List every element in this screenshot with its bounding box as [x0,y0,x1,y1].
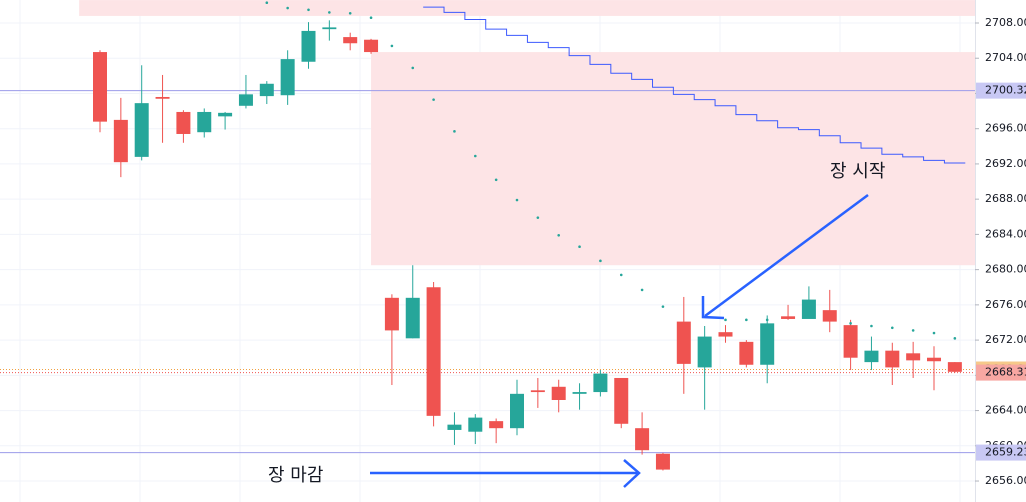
candle-body [468,417,483,432]
candle-body [822,310,837,322]
candle-body [343,37,358,44]
price-label-bg [976,364,1026,381]
zone [371,52,975,266]
indicator-dot [891,326,894,330]
zone [79,0,975,16]
indicator-dot [745,318,748,322]
annotation: 장 마감 [268,465,323,486]
step-line [423,6,966,164]
indicator-dot [724,318,727,322]
indicator-dot [536,216,540,219]
indicator-dot [390,44,394,48]
y-tick-label: 2672.00 [985,333,1026,346]
candle-body [781,316,796,319]
candle-body [301,30,316,62]
candle-body [572,392,587,394]
indicator-dot [307,8,310,12]
candle-body [530,390,545,393]
candle-body [447,424,462,430]
indicator-dot [348,12,352,15]
candle-body [885,350,900,368]
candle-body [405,297,420,339]
indicator-dot [432,98,435,101]
candle-body [551,386,566,400]
indicator-dot [286,6,289,10]
y-tick-label: 2684.00 [985,227,1026,240]
candle-body [426,287,441,416]
price-label: 2668.31 [985,366,1026,379]
indicator-dot [578,245,581,249]
candle-body [760,323,775,365]
y-tick-label: 2676.00 [985,298,1026,311]
candle-body [93,52,107,122]
candle-body [259,83,274,97]
candle-body [718,332,733,337]
indicator-dot [619,273,623,277]
y-tick-label: 2692.00 [985,157,1026,170]
candle-body [176,111,191,134]
candle-body [635,428,650,451]
y-tick-label: 2704.00 [985,51,1026,64]
y-tick-label: 2708.00 [985,16,1026,29]
candle-body [155,96,170,99]
indicator-dot [453,130,456,133]
candle-body [322,27,337,30]
candle-body [906,353,921,361]
indicator-dot [515,198,519,202]
candle-body [510,393,524,429]
price-label: 2700.32 [985,84,1026,97]
candle-body [947,362,962,372]
y-tick-label: 2656.00 [985,474,1026,487]
indicator-dot [849,322,852,325]
candle-body [655,453,670,470]
price-label: 2659.23 [985,446,1026,459]
indicator-dot [765,318,769,322]
indicator-dot [932,331,936,335]
indicator-dot [870,324,873,328]
indicator-dot [640,288,644,292]
candle-body [238,94,253,106]
indicator-dot [661,305,665,308]
candle-body [364,39,379,53]
indicator-dot [328,11,331,14]
candle-body [843,325,858,358]
candle-body [384,297,399,331]
y-tick-label: 2688.00 [985,192,1026,205]
price-label-bg [976,444,1026,461]
candle-body [489,421,504,429]
arrow-head [701,296,725,320]
indicator-dot [369,16,373,20]
annotation-arrow [704,193,869,318]
candle-body [218,112,233,117]
indicator-dot [494,178,498,182]
candle-body [739,341,754,365]
indicator-dot [557,233,560,237]
y-tick-label: 2664.00 [985,404,1026,417]
candle-body [280,59,295,96]
candle-body [614,377,629,424]
indicator-dot [411,66,415,70]
candle-body [113,119,128,163]
candle-body [864,350,879,363]
annotation: 장 시작 [830,161,885,182]
candle-body [134,103,149,157]
indicator-dot [911,329,915,332]
candle-body [801,299,816,319]
plot-area [0,0,975,502]
y-tick-label: 2696.00 [985,122,1026,135]
arrow-head [623,459,641,488]
y-tick-label: 2680.00 [985,263,1026,276]
indicator-dot [599,259,602,263]
indicator-dot [474,154,477,158]
candle-body [927,357,941,362]
indicator-dot [953,337,957,340]
candle-body [676,321,691,364]
candle-body [697,336,712,368]
candle-body [197,111,212,133]
price-label-bg [976,82,1026,99]
candle-body [593,373,608,393]
indicator-dot [265,1,269,5]
